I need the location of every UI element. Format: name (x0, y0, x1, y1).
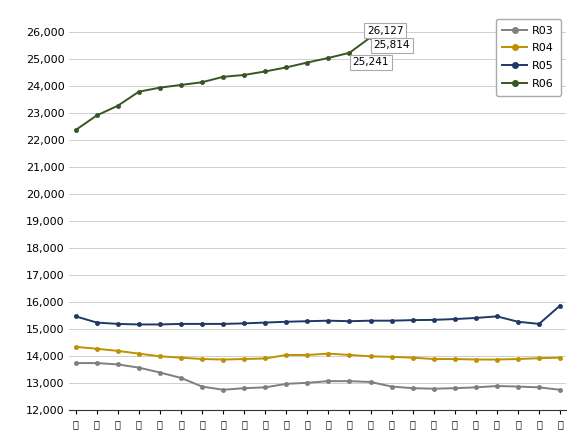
Text: 25,814: 25,814 (374, 41, 410, 50)
Text: 25,241: 25,241 (353, 57, 389, 67)
Legend: R03, R04, R05, R06: R03, R04, R05, R06 (496, 19, 561, 95)
Text: 26,127: 26,127 (367, 25, 403, 36)
